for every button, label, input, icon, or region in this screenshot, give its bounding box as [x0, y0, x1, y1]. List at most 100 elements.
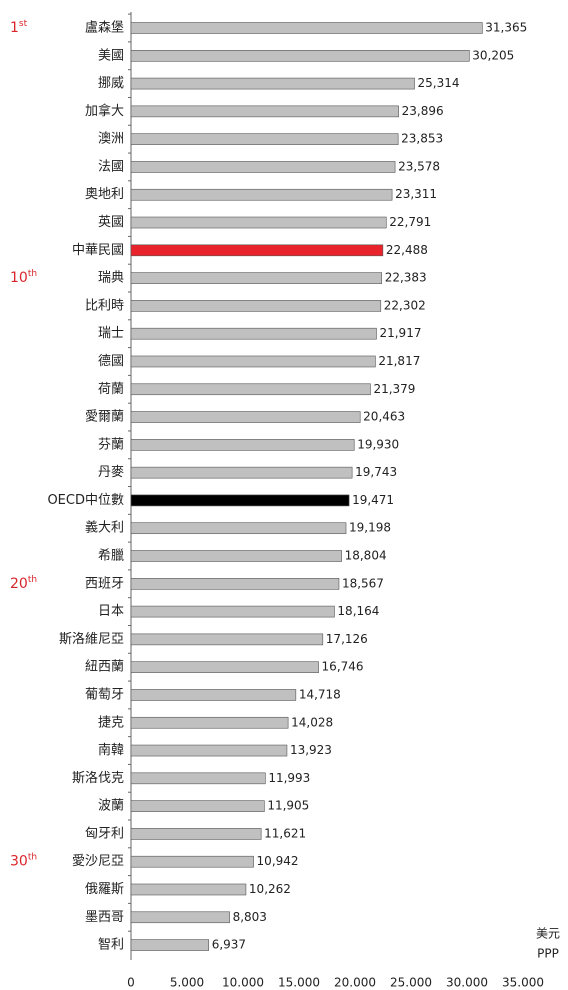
bar — [130, 161, 396, 173]
category-label: 德國 — [98, 354, 124, 369]
category-label: 加拿大 — [85, 103, 124, 119]
category-label: 墨西哥 — [85, 910, 124, 925]
x-tick-label: 35.000 — [502, 976, 544, 990]
rank-label: 20th — [10, 574, 37, 592]
category-label: 波蘭 — [98, 798, 124, 814]
rank-label: 1st — [10, 19, 28, 37]
category-label: 法國 — [98, 159, 124, 174]
value-label: 23,853 — [401, 132, 443, 146]
bar — [130, 272, 382, 284]
value-label: 22,383 — [385, 271, 427, 285]
value-label: 17,126 — [326, 632, 368, 646]
bar — [130, 494, 350, 507]
bar — [130, 244, 384, 257]
value-label: 18,804 — [345, 549, 387, 563]
value-label: 21,379 — [373, 382, 415, 396]
rank-number: 20 — [10, 576, 28, 592]
category-label: 奧地利 — [85, 187, 124, 202]
category-label: 斯洛伐克 — [72, 771, 124, 786]
value-label: 11,621 — [264, 826, 306, 840]
category-label: 希臘 — [98, 549, 124, 564]
bar — [130, 188, 393, 201]
value-label: 23,896 — [402, 104, 444, 118]
category-label: 芬蘭 — [98, 436, 124, 452]
category-label: 美國 — [98, 48, 124, 63]
bar — [130, 744, 288, 757]
bar — [130, 800, 265, 812]
value-label: 14,028 — [291, 715, 333, 729]
rank-number: 1 — [10, 20, 19, 36]
rank-suffix: st — [19, 19, 28, 29]
bar — [130, 550, 342, 562]
bar — [130, 439, 355, 451]
x-tick-label: 0 — [127, 976, 135, 990]
value-label: 11,905 — [267, 799, 309, 813]
bar — [130, 105, 399, 118]
category-label: 葡萄牙 — [85, 687, 124, 702]
bar — [130, 939, 209, 951]
bar — [130, 383, 371, 396]
bar — [130, 661, 319, 673]
category-label: 瑞典 — [98, 271, 124, 286]
bar — [130, 133, 399, 145]
bar — [130, 633, 324, 646]
x-tick-label: 25.000 — [390, 976, 432, 990]
category-label: 瑞士 — [98, 326, 124, 341]
bar — [130, 49, 470, 62]
bar — [130, 716, 289, 729]
value-label: 23,578 — [398, 159, 440, 173]
bar — [130, 855, 254, 868]
bar — [130, 77, 415, 90]
rank-label: 10th — [10, 269, 37, 287]
bar — [130, 466, 353, 479]
category-label: 荷蘭 — [98, 381, 124, 397]
rank-suffix: th — [28, 852, 37, 862]
value-label: 31,365 — [485, 21, 527, 35]
rank-number: 10 — [10, 270, 28, 286]
x-axis-label: PPP — [537, 947, 559, 961]
category-label: 捷克 — [98, 715, 124, 730]
bar — [130, 300, 382, 312]
value-label: 19,930 — [357, 437, 399, 451]
x-axis-label: 美元 — [536, 927, 560, 941]
category-label: 義大利 — [85, 520, 124, 536]
value-label: 14,718 — [299, 687, 341, 701]
category-label: 紐西蘭 — [85, 659, 124, 675]
value-label: 18,567 — [342, 576, 384, 590]
bar — [130, 883, 247, 896]
bar — [130, 911, 230, 924]
value-label: 23,311 — [395, 187, 437, 201]
value-label: 22,791 — [389, 215, 431, 229]
x-tick-label: 10.000 — [222, 976, 264, 990]
category-label: 匈牙利 — [85, 826, 124, 841]
bar — [130, 605, 335, 618]
x-tick-label: 30.000 — [446, 976, 488, 990]
value-label: 21,917 — [379, 326, 421, 340]
value-label: 16,746 — [322, 660, 364, 674]
value-label: 21,817 — [378, 354, 420, 368]
value-label: 11,993 — [268, 771, 310, 785]
bar — [130, 772, 266, 785]
category-label: 愛沙尼亞 — [72, 854, 124, 869]
category-label: 中華民國 — [72, 243, 124, 258]
category-label: 愛爾蘭 — [85, 409, 124, 425]
value-label: 22,302 — [384, 298, 426, 312]
category-label: 英國 — [98, 215, 124, 230]
bar — [130, 689, 297, 701]
bar — [130, 411, 361, 423]
category-label: 南韓 — [98, 742, 124, 758]
x-tick-label: 20.000 — [334, 976, 376, 990]
category-label: 盧森堡 — [85, 20, 124, 36]
rank-label: 30th — [10, 852, 37, 870]
value-label: 8,803 — [233, 910, 267, 924]
value-label: 22,488 — [386, 243, 428, 257]
value-label: 19,743 — [355, 465, 397, 479]
category-label: 西班牙 — [85, 576, 124, 591]
value-label: 25,314 — [418, 76, 460, 90]
bar — [130, 828, 262, 840]
category-label: OECD中位數 — [47, 493, 124, 508]
category-label: 澳洲 — [98, 131, 124, 147]
value-label: 19,198 — [349, 521, 391, 535]
value-label: 18,164 — [337, 604, 379, 618]
